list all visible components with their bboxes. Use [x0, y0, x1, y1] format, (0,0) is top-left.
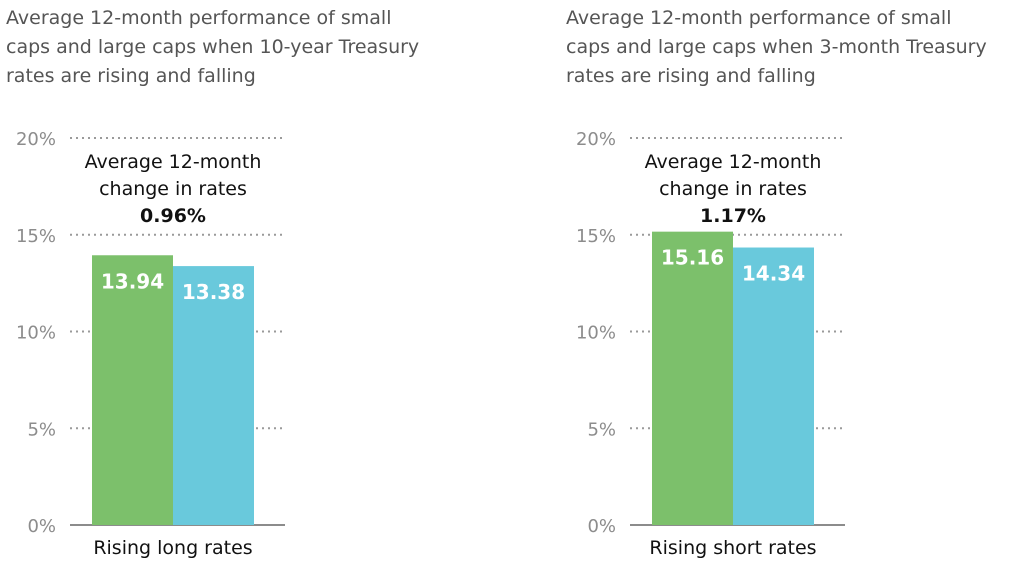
chart-title-line: rates are rising and falling [566, 65, 816, 87]
x-category-label: Rising short rates [649, 537, 816, 559]
chart-title: Average 12-month performance of small ca… [6, 4, 466, 91]
y-tick-label: 0% [587, 516, 616, 537]
bar-small-caps [92, 255, 173, 526]
annotation-text: change in rates [99, 178, 247, 200]
annotation-value: 1.17% [700, 205, 766, 227]
chart-title: Average 12-month performance of small ca… [566, 4, 1024, 91]
bar-chart-svg: 0% 5% 10% 15% 20% 13.94 13.38 Average 12-month c… [16, 129, 285, 559]
bar-large-caps [173, 266, 254, 525]
y-tick-label: 10% [16, 323, 56, 344]
y-tick-label: 20% [576, 129, 616, 150]
bar-value-label: 14.34 [742, 262, 805, 286]
x-category-label: Rising long rates [93, 537, 252, 559]
annotation-text: change in rates [659, 178, 807, 200]
annotation-text: Average 12-month [85, 151, 262, 173]
chart-title-line: caps and large caps when 10-year Treasur… [6, 36, 420, 58]
chart-panel-long-rates: Average 12-month performance of small ca… [0, 0, 470, 562]
annotation-value: 0.96% [140, 205, 206, 227]
y-tick-label: 15% [16, 226, 56, 247]
annotation-text: Average 12-month [645, 151, 822, 173]
y-tick-label: 5% [587, 419, 616, 440]
bar-chart-svg: 0% 5% 10% 15% 20% 15.16 14.34 Average 12-month c… [576, 129, 845, 559]
y-tick-label: 20% [16, 129, 56, 150]
y-tick-label: 5% [27, 419, 56, 440]
chart-panel-short-rates: Average 12-month performance of small ca… [560, 0, 1024, 562]
chart-title-line: caps and large caps when 3-month Treasur… [566, 36, 987, 58]
bar-value-label: 15.16 [661, 246, 724, 270]
chart-title-line: rates are rising and falling [6, 65, 256, 87]
y-tick-label: 15% [576, 226, 616, 247]
chart-title-line: Average 12-month performance of small [566, 7, 952, 29]
y-tick-label: 0% [27, 516, 56, 537]
bar-value-label: 13.38 [182, 280, 245, 304]
bar-large-caps [733, 247, 814, 525]
y-tick-label: 10% [576, 323, 616, 344]
bar-small-caps [652, 231, 733, 526]
chart-title-line: Average 12-month performance of small [6, 7, 392, 29]
bar-value-label: 13.94 [101, 269, 164, 293]
